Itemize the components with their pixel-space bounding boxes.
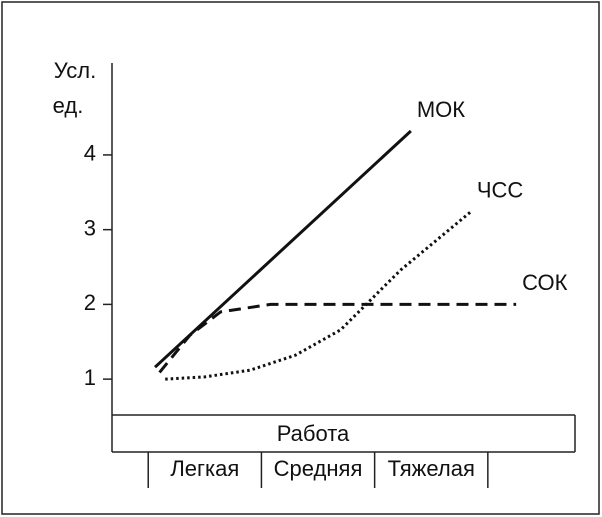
series-label: ЧСС — [477, 178, 524, 203]
category-label: Тяжелая — [388, 456, 475, 481]
y-tick-label: 1 — [84, 365, 96, 390]
y-tick-label: 2 — [84, 290, 96, 315]
y-label: ед. — [53, 93, 84, 118]
category-label: Легкая — [170, 456, 239, 481]
series-line — [158, 302, 517, 374]
series-label: СОК — [522, 270, 568, 295]
y-tick-label: 3 — [84, 215, 96, 240]
series-line — [165, 210, 472, 381]
series-line — [153, 129, 412, 369]
series-label: МОК — [417, 97, 465, 122]
y-tick-label: 4 — [84, 141, 96, 166]
y-label: Усл. — [54, 58, 96, 83]
x-label: Работа — [277, 421, 350, 446]
category-label: Средняя — [274, 456, 363, 481]
